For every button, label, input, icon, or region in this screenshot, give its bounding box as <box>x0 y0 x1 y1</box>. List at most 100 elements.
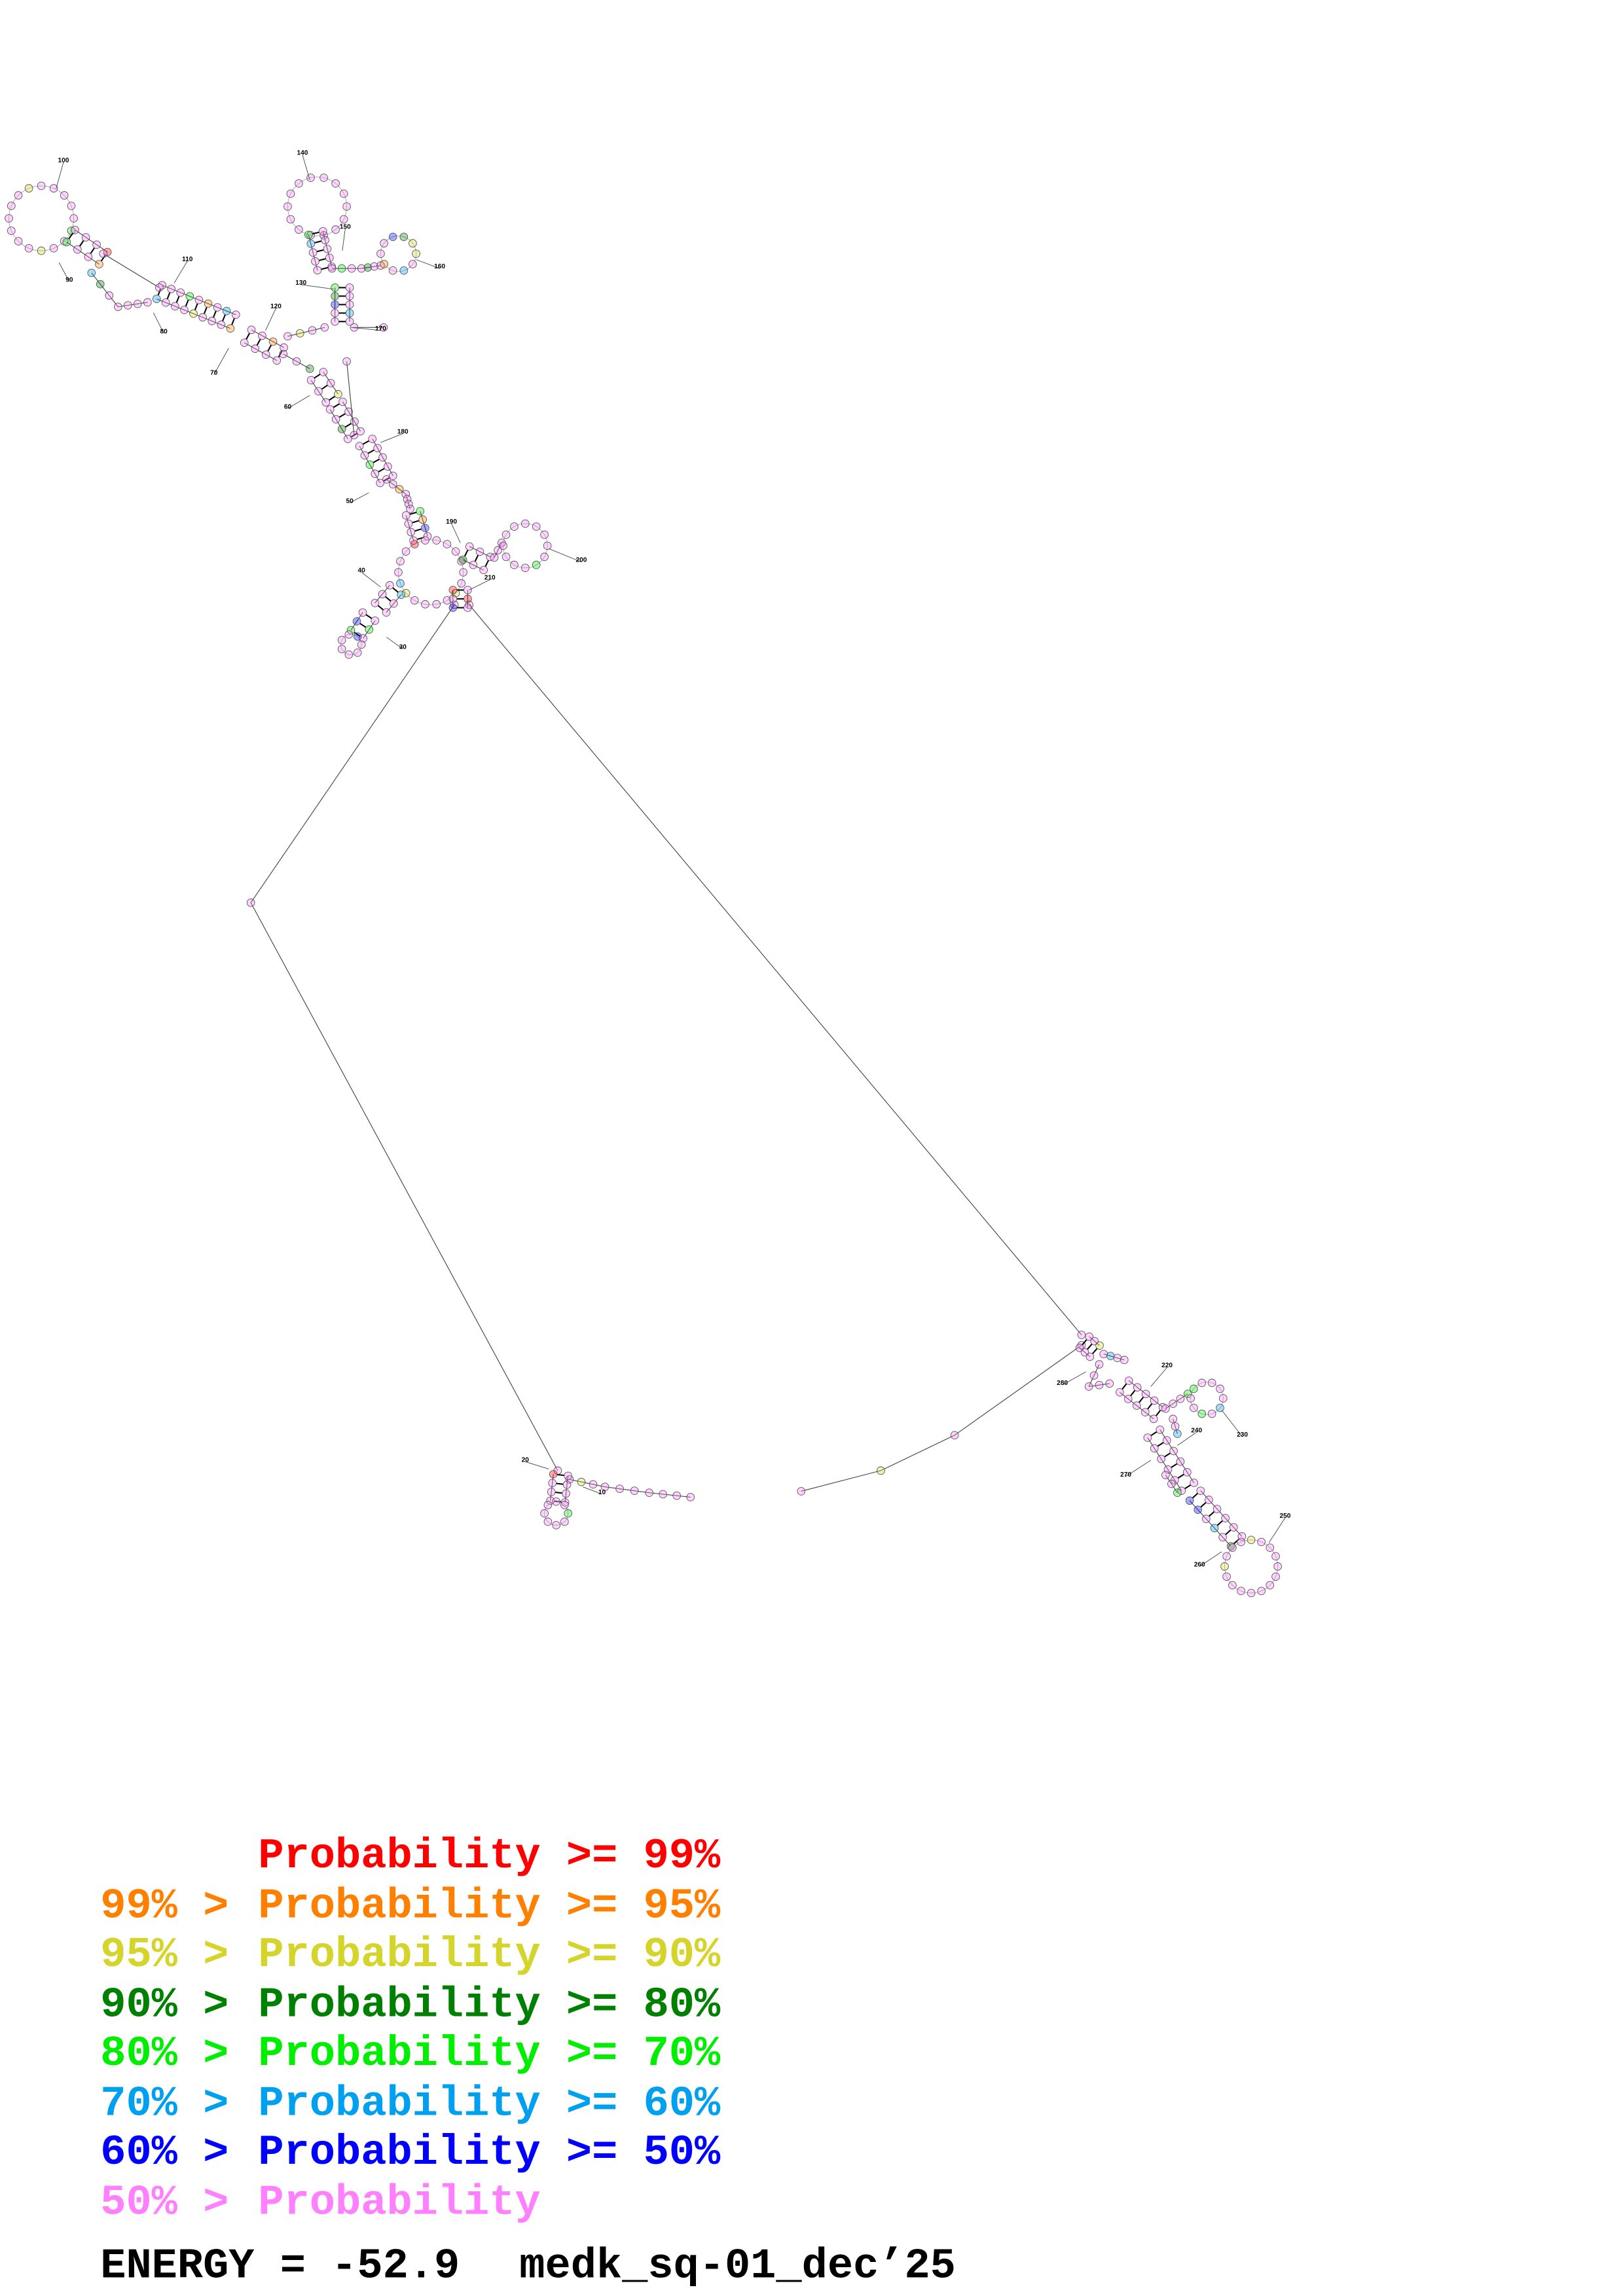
backbone <box>250 604 455 903</box>
nucleotide <box>443 540 452 548</box>
nucleotide <box>331 283 339 292</box>
nucleotide <box>376 478 384 488</box>
nucleotide <box>368 435 377 443</box>
base-pair <box>464 549 469 557</box>
nucleotide <box>457 579 465 588</box>
nucleotide <box>321 398 331 407</box>
position-label: 240 <box>1191 1427 1202 1434</box>
nucleotide <box>365 625 374 634</box>
nucleotide <box>686 1493 695 1501</box>
nucleotide <box>1106 1352 1115 1361</box>
nucleotide <box>96 279 105 289</box>
backbone <box>156 298 231 329</box>
nucleotide <box>388 471 397 480</box>
position-label: 90 <box>65 276 73 283</box>
nucleotide <box>331 317 339 326</box>
nucleotide <box>331 300 339 309</box>
nucleotide <box>37 181 46 190</box>
legend-prefix: 50% > <box>100 2179 254 2227</box>
nucleotide <box>1169 1446 1178 1456</box>
backbone <box>372 439 393 476</box>
nucleotide <box>562 1480 572 1489</box>
base-pair <box>316 249 324 253</box>
nucleotide <box>397 590 405 599</box>
label-tick <box>265 308 276 331</box>
nucleotide <box>1210 1524 1219 1532</box>
backbone <box>420 511 428 537</box>
nucleotide <box>1237 1537 1245 1547</box>
nucleotide <box>14 191 23 200</box>
nucleotide <box>1124 1376 1133 1385</box>
label-tick <box>380 433 403 443</box>
nucleotide <box>313 266 322 275</box>
nucleotide <box>319 173 328 182</box>
nucleotide <box>1190 1384 1198 1393</box>
base-pair <box>312 231 319 235</box>
nucleotide <box>520 519 530 528</box>
base-pair <box>1177 1473 1185 1479</box>
nucleotide <box>510 522 519 531</box>
backbone <box>283 353 310 369</box>
backbone <box>118 302 148 308</box>
label-tick <box>386 637 403 649</box>
base-pair <box>1225 1529 1231 1535</box>
nucleotide <box>344 650 354 659</box>
nucleotide <box>407 528 416 537</box>
base-pair <box>362 440 370 445</box>
backbone <box>550 1474 554 1501</box>
nucleotide <box>363 263 373 272</box>
nucleotide <box>323 245 332 253</box>
label-tick <box>1125 1460 1152 1477</box>
backbone <box>1089 1336 1100 1346</box>
legend-text: Probability >= 80% <box>258 1981 721 2030</box>
nucleotide <box>314 387 323 396</box>
label-tick <box>349 492 369 503</box>
nucleotide <box>501 530 511 539</box>
nucleotide <box>552 1497 560 1506</box>
nucleotide <box>501 552 511 562</box>
nucleotide <box>380 239 388 248</box>
base-pair <box>256 338 261 346</box>
base-pair <box>333 403 340 408</box>
nucleotide <box>394 568 403 577</box>
nucleotide <box>615 1484 624 1493</box>
position-label: 120 <box>270 303 282 310</box>
nucleotide <box>378 453 387 462</box>
nucleotide <box>410 596 419 605</box>
nucleotide <box>510 560 519 569</box>
legend-prefix: 99% > <box>100 1882 254 1931</box>
nucleotide <box>356 427 365 436</box>
base-pair <box>416 537 424 541</box>
position-label: 200 <box>575 557 587 564</box>
nucleotide <box>403 495 412 503</box>
legend-prefix: 60% > <box>100 2128 254 2177</box>
backbone <box>310 380 327 403</box>
position-label: 220 <box>1161 1362 1173 1369</box>
nucleotide <box>272 356 282 365</box>
sequence-name: medk_sq-01_dec’25 <box>519 2242 956 2291</box>
nucleotide <box>339 215 348 224</box>
nucleotide <box>1205 1496 1213 1504</box>
nucleotide <box>564 1471 572 1480</box>
base-pair <box>203 306 208 314</box>
nucleotide <box>327 264 337 273</box>
base-pair <box>321 384 329 390</box>
nucleotide <box>345 300 354 309</box>
label-tick <box>451 523 461 543</box>
nucleotide <box>379 323 388 332</box>
base-pair <box>1163 1452 1171 1458</box>
backbone <box>1165 1393 1188 1409</box>
base-pair <box>555 1492 563 1494</box>
energy: ENERGY = -52.9 medk_sq-01_dec’25 <box>100 2242 956 2291</box>
nucleotide <box>418 515 427 524</box>
nucleotide <box>306 173 315 182</box>
nucleotide <box>396 579 405 588</box>
backbone <box>75 229 108 253</box>
nucleotide <box>1085 1352 1095 1361</box>
legend-prefix: 70% > <box>100 2080 254 2128</box>
nucleotide <box>171 302 179 311</box>
nucleotide <box>1266 1543 1275 1552</box>
label-tick <box>351 327 381 331</box>
base-pair <box>1155 1409 1161 1417</box>
